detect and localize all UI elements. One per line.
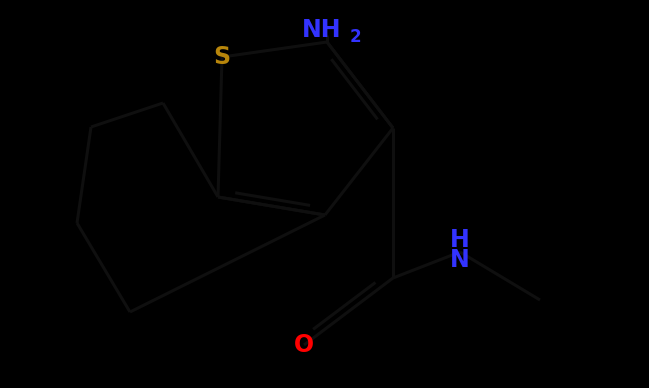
Text: O: O [294, 333, 314, 357]
Text: S: S [214, 45, 230, 69]
Text: NH: NH [302, 18, 342, 42]
Text: 2: 2 [349, 28, 361, 46]
Text: N: N [450, 248, 470, 272]
Text: H: H [450, 228, 470, 252]
